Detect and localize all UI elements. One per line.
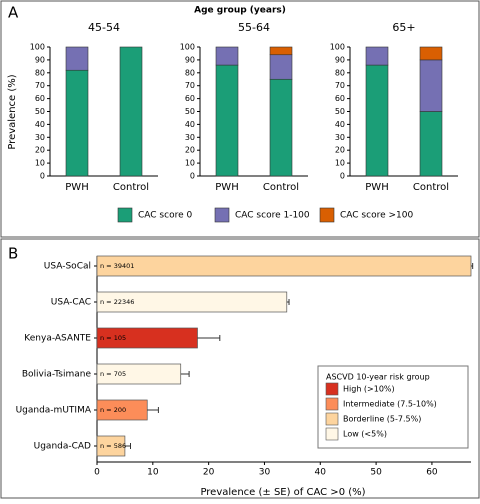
x-tick-label: 10 — [147, 468, 159, 478]
y-tick-label: 20 — [335, 146, 345, 155]
legend-swatch — [319, 207, 335, 223]
y-tick-label: Kenya-ASANTE — [24, 334, 91, 344]
legend-label: Intermediate (7.5-10%) — [343, 400, 437, 409]
y-tick-label: 30 — [35, 133, 45, 142]
y-tick-label: 10 — [185, 159, 195, 168]
legend-swatch — [325, 412, 339, 426]
bar-segment — [419, 46, 443, 61]
y-tick-label: 60 — [335, 94, 345, 103]
y-tick-label: 50 — [185, 107, 195, 116]
y-tick-label: USA-SoCal — [44, 262, 91, 272]
legend-swatch — [325, 382, 339, 396]
x-tick-label: 40 — [315, 468, 327, 478]
y-tick-label: 60 — [185, 94, 195, 103]
y-tick-label: 90 — [35, 55, 45, 64]
x-tick-label: 50 — [370, 468, 382, 478]
n-label: n = 705 — [100, 370, 126, 378]
x-tick-label: Control — [413, 182, 449, 193]
legend-swatch — [214, 207, 230, 223]
facet-title: 55-64 — [238, 21, 270, 34]
y-tick-label: Uganda-mUTIMA — [16, 406, 92, 416]
y-axis-label: Prevalence (%) — [7, 74, 18, 149]
y-tick-label: 50 — [35, 107, 45, 116]
facet-title: 45-54 — [88, 21, 120, 34]
bar-segment — [119, 46, 143, 177]
chart-title: Age group (years) — [194, 6, 286, 16]
bar — [96, 255, 472, 277]
y-tick-label: 70 — [335, 81, 345, 90]
bar-segment — [65, 69, 89, 177]
n-label: n = 200 — [100, 406, 126, 414]
y-tick-label: 40 — [335, 120, 345, 129]
bar-segment — [365, 46, 389, 66]
x-tick-label: PWH — [215, 182, 238, 193]
y-tick-label: 40 — [35, 120, 45, 129]
y-tick-label: 80 — [335, 68, 345, 77]
bar-segment — [215, 64, 239, 177]
n-label: n = 22346 — [100, 298, 134, 306]
x-axis-label: Prevalence (± SE) of CAC >0 (%) — [200, 487, 365, 498]
n-label: n = 586 — [100, 442, 126, 450]
y-tick-label: 90 — [335, 55, 345, 64]
panel-label: B — [8, 245, 18, 263]
y-tick-label: 100 — [180, 43, 195, 52]
y-tick-label: 20 — [35, 146, 45, 155]
bar-segment — [215, 46, 239, 66]
x-tick-label: 30 — [259, 468, 271, 478]
panel-label: A — [8, 4, 19, 22]
legend-label: Low (<5%) — [343, 430, 387, 439]
y-tick-label: 100 — [330, 43, 345, 52]
legend-label: CAC score >100 — [340, 211, 413, 221]
legend-title: ASCVD 10-year risk group — [326, 373, 430, 382]
y-tick-label: 40 — [185, 120, 195, 129]
legend-swatch — [325, 397, 339, 411]
panel-a-frame — [0, 0, 480, 238]
n-label: n = 39401 — [100, 262, 134, 270]
y-tick-label: 100 — [30, 43, 45, 52]
legend-label: Borderline (5-7.5%) — [343, 415, 421, 424]
legend-label: CAC score 0 — [138, 211, 192, 221]
bar-segment — [269, 54, 293, 80]
n-label: n = 105 — [100, 334, 126, 342]
bar-segment — [65, 46, 89, 71]
x-tick-label: 20 — [203, 468, 215, 478]
y-tick-label: 80 — [35, 68, 45, 77]
bar-segment — [269, 46, 293, 56]
y-tick-label: 0 — [40, 172, 45, 181]
y-tick-label: 30 — [185, 133, 195, 142]
facet-title: 65+ — [392, 21, 415, 34]
legend-label: CAC score 1-100 — [235, 211, 310, 221]
x-tick-label: Control — [263, 182, 299, 193]
legend-swatch — [117, 207, 133, 223]
bar-segment — [419, 111, 443, 177]
y-tick-label: 0 — [190, 172, 195, 181]
x-tick-label: PWH — [65, 182, 88, 193]
legend-box — [317, 365, 469, 449]
y-tick-label: 70 — [185, 81, 195, 90]
x-tick-label: PWH — [365, 182, 388, 193]
y-tick-label: 20 — [185, 146, 195, 155]
bar-segment — [419, 59, 443, 112]
y-tick-label: Bolivia-Tsimane — [22, 370, 92, 380]
y-tick-label: 10 — [35, 159, 45, 168]
y-tick-label: 60 — [35, 94, 45, 103]
bar-segment — [269, 78, 293, 177]
x-tick-label: 60 — [426, 468, 438, 478]
x-tick-label: Control — [113, 182, 149, 193]
y-tick-label: USA-CAC — [51, 298, 91, 308]
y-tick-label: Uganda-CAD — [34, 442, 91, 452]
y-tick-label: 50 — [335, 107, 345, 116]
y-tick-label: 80 — [185, 68, 195, 77]
y-tick-label: 0 — [340, 172, 345, 181]
y-tick-label: 10 — [335, 159, 345, 168]
legend-label: High (>10%) — [343, 385, 395, 394]
bar-segment — [365, 64, 389, 177]
panel-b-frame — [0, 238, 480, 499]
y-tick-label: 70 — [35, 81, 45, 90]
y-tick-label: 30 — [335, 133, 345, 142]
x-tick-label: 0 — [94, 468, 100, 478]
legend-swatch — [325, 427, 339, 441]
y-tick-label: 90 — [185, 55, 195, 64]
